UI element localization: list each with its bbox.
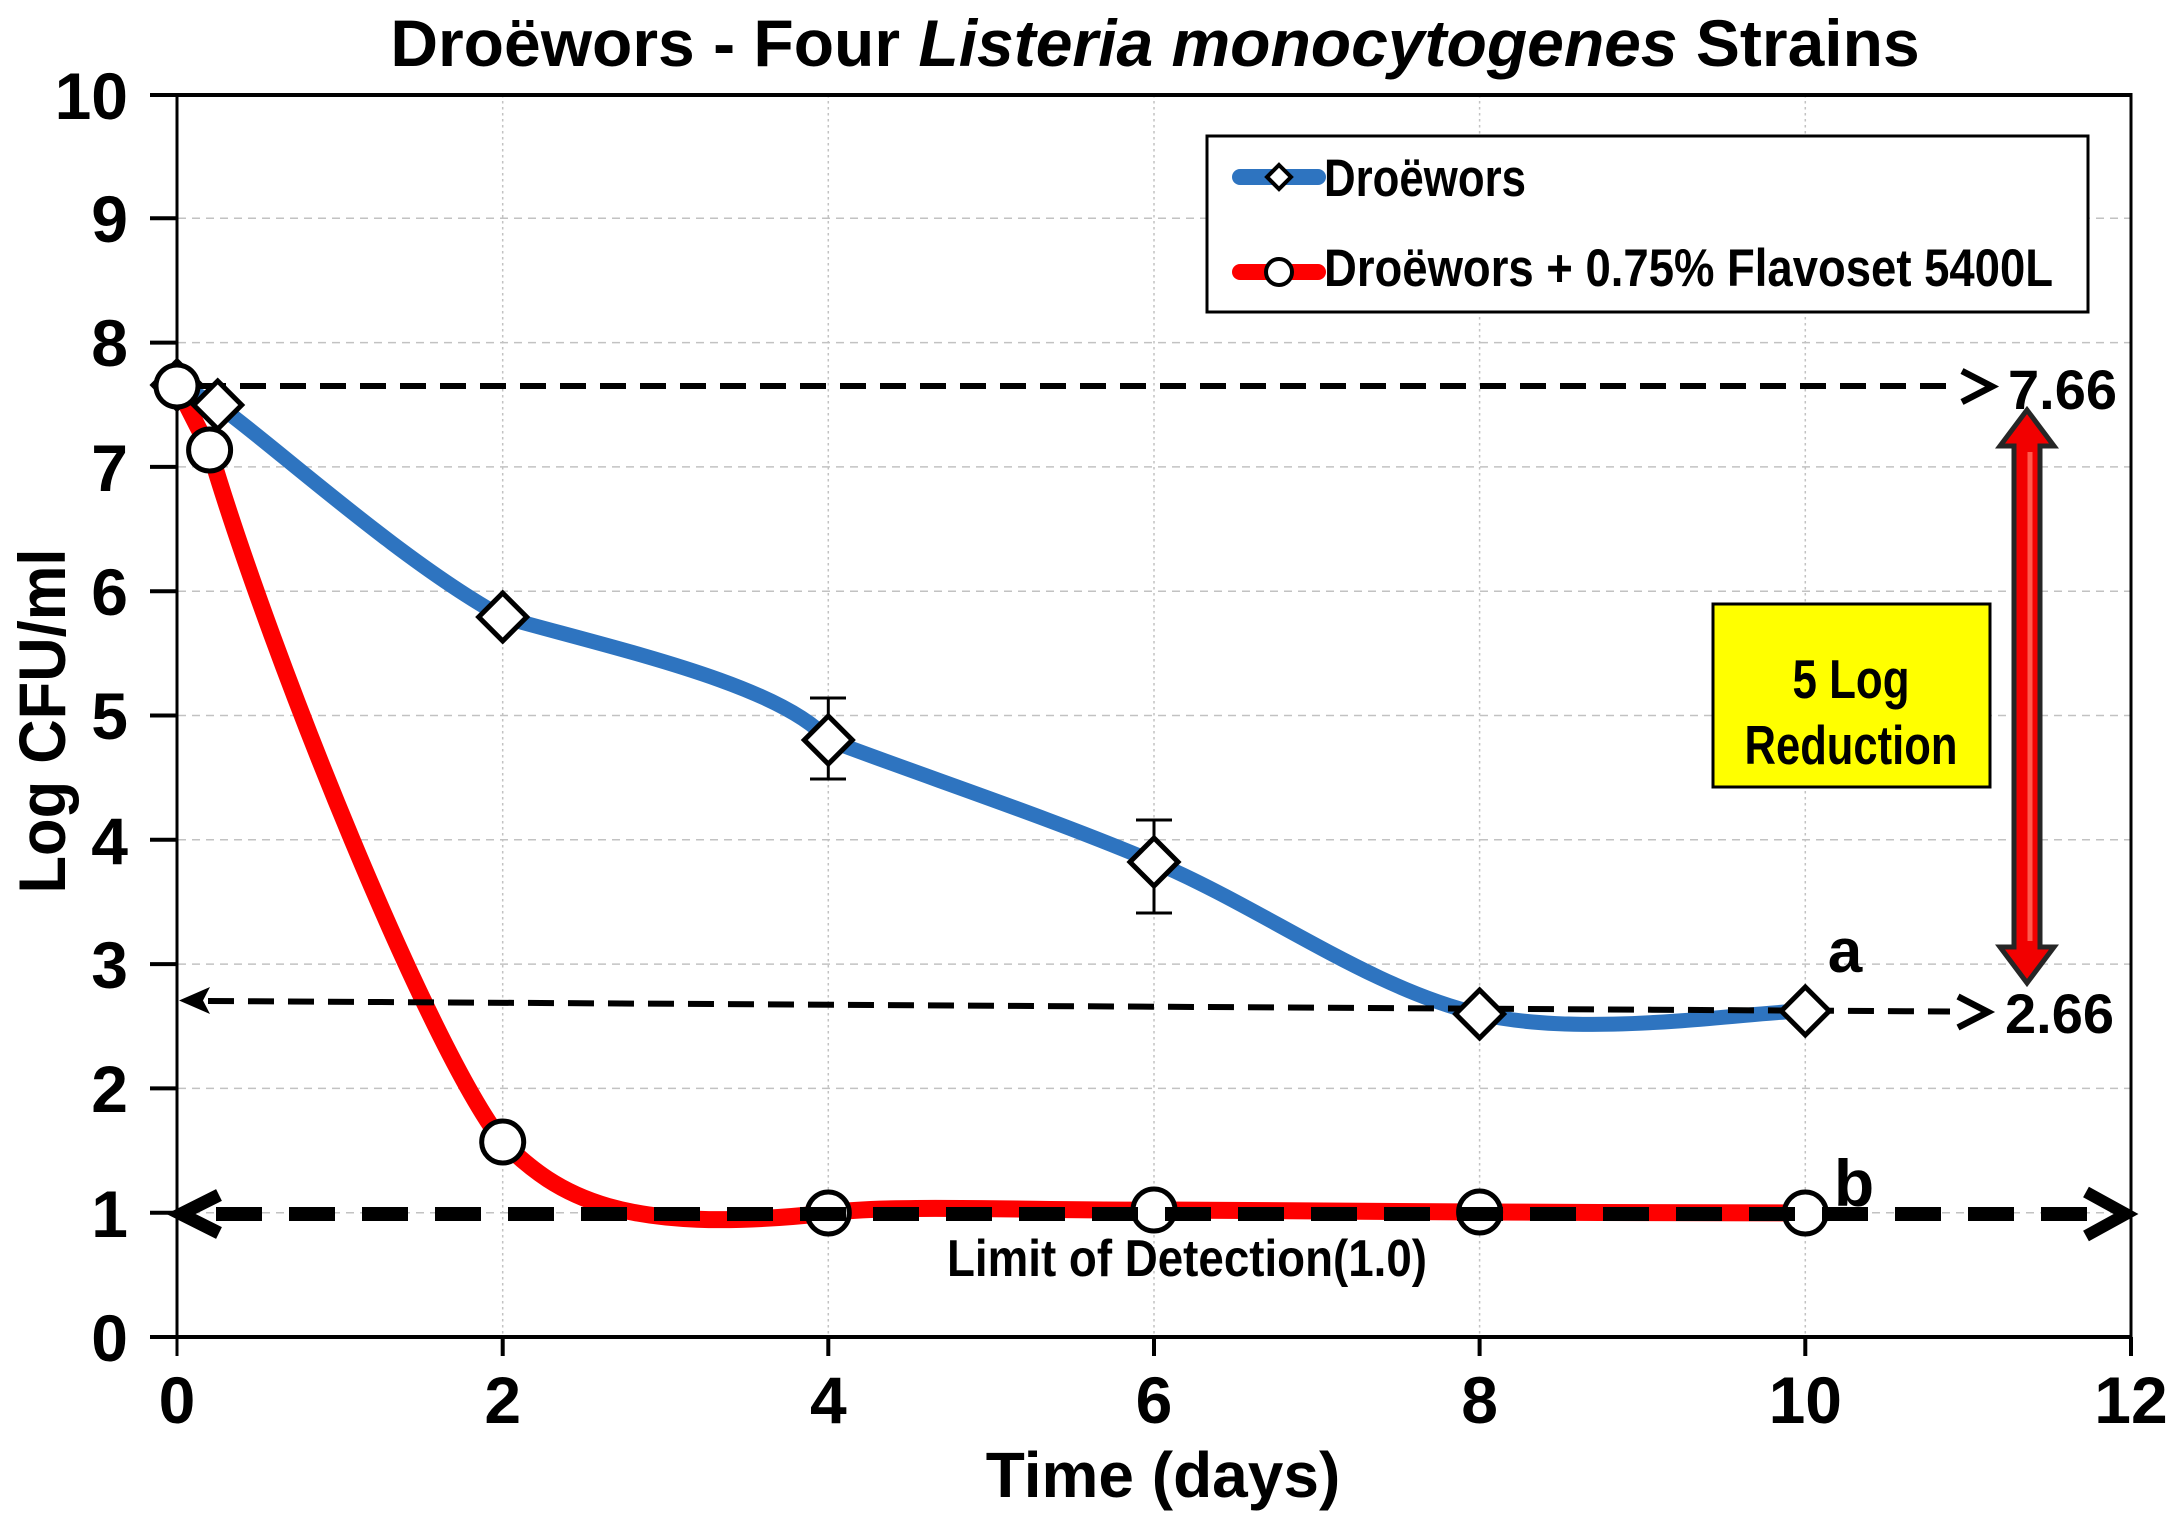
svg-text:Droëwors - Four Listeria monoc: Droëwors - Four Listeria monocytogenes S…: [390, 6, 1919, 80]
svg-text:2.66: 2.66: [2005, 982, 2114, 1045]
svg-text:10: 10: [55, 59, 128, 133]
svg-text:Limit of Detection(1.0): Limit of Detection(1.0): [947, 1230, 1427, 1288]
svg-text:6: 6: [1136, 1363, 1173, 1437]
svg-text:a: a: [1828, 917, 1863, 986]
svg-text:2: 2: [91, 1052, 128, 1126]
svg-text:3: 3: [91, 928, 128, 1002]
svg-text:9: 9: [91, 182, 128, 256]
svg-text:1: 1: [91, 1177, 128, 1251]
svg-text:b: b: [1834, 1146, 1874, 1220]
svg-text:0: 0: [91, 1301, 128, 1375]
svg-text:0: 0: [159, 1363, 196, 1437]
svg-text:10: 10: [1769, 1363, 1842, 1437]
svg-text:12: 12: [2094, 1363, 2167, 1437]
svg-text:4: 4: [91, 804, 128, 878]
svg-text:2: 2: [484, 1363, 521, 1437]
svg-text:8: 8: [1461, 1363, 1498, 1437]
svg-text:8: 8: [91, 306, 128, 380]
svg-text:Log CFU/ml: Log CFU/ml: [5, 549, 79, 894]
svg-text:5: 5: [91, 679, 128, 753]
svg-text:Reduction: Reduction: [1745, 714, 1958, 776]
svg-text:Droëwors + 0.75% Flavoset 5400: Droëwors + 0.75% Flavoset 5400L: [1324, 239, 2053, 298]
svg-text:6: 6: [91, 555, 128, 629]
svg-text:Time (days): Time (days): [986, 1439, 1341, 1511]
svg-text:4: 4: [810, 1363, 847, 1437]
svg-text:5 Log: 5 Log: [1793, 648, 1910, 710]
svg-text:Droëwors: Droëwors: [1324, 149, 1526, 208]
svg-text:7: 7: [91, 431, 128, 505]
